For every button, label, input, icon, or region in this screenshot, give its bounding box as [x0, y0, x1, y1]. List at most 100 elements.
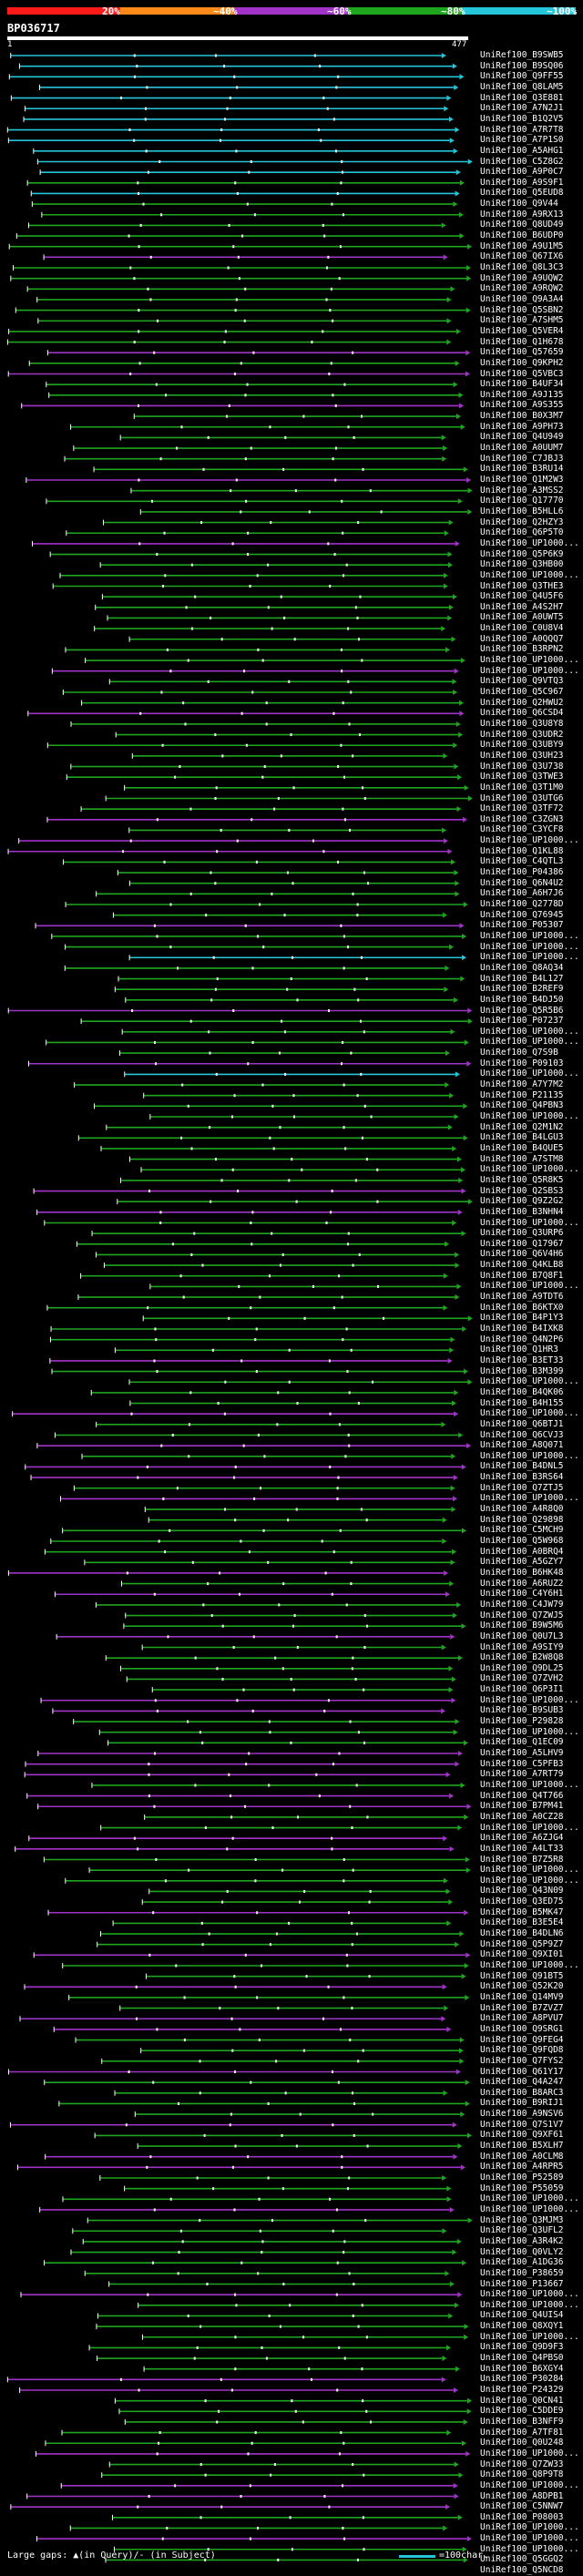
hit-label[interactable]: UniRef100_Q2778D: [480, 899, 564, 909]
hit-alignment-row[interactable]: [128, 1156, 462, 1162]
hit-alignment-row[interactable]: [105, 2557, 468, 2563]
hit-alignment-row[interactable]: [124, 1071, 460, 1078]
hit-alignment-row[interactable]: [112, 912, 447, 918]
hit-label[interactable]: UniRef100_UP1000...: [480, 1822, 579, 1833]
hit-label[interactable]: UniRef100_Q9FEG4: [480, 2034, 564, 2045]
hit-label[interactable]: UniRef100_A4S2H7: [480, 601, 564, 612]
hit-label[interactable]: UniRef100_Q9A3A4: [480, 293, 564, 304]
hit-label[interactable]: UniRef100_A7P1S0: [480, 135, 564, 146]
hit-label[interactable]: UniRef100_Q9V44: [480, 199, 558, 210]
hit-alignment-row[interactable]: [65, 1877, 448, 1884]
hit-alignment-row[interactable]: [43, 1856, 470, 1863]
hit-alignment-row[interactable]: [145, 1973, 466, 1979]
hit-label[interactable]: UniRef100_C3YCF8: [480, 824, 564, 835]
hit-label[interactable]: UniRef100_C5NNW7: [480, 2501, 564, 2512]
hit-label[interactable]: UniRef100_B3NFF9: [480, 2416, 564, 2427]
hit-label[interactable]: UniRef100_Q8UD49: [480, 220, 564, 230]
hit-label[interactable]: UniRef100_C0U8V4: [480, 623, 564, 634]
hit-label[interactable]: UniRef100_B6HK48: [480, 1567, 564, 1578]
hit-alignment-row[interactable]: [21, 403, 465, 409]
hit-label[interactable]: UniRef100_UP1000...: [480, 1164, 579, 1175]
hit-alignment-row[interactable]: [108, 2461, 459, 2468]
hit-label[interactable]: UniRef100_UP1000...: [480, 1875, 579, 1886]
hit-label[interactable]: UniRef100_A7RT79: [480, 1769, 564, 1780]
hit-label[interactable]: UniRef100_Q7S9B: [480, 1048, 558, 1058]
hit-alignment-row[interactable]: [123, 1623, 466, 1630]
hit-alignment-row[interactable]: [8, 74, 465, 80]
hit-label[interactable]: UniRef100_UP1000...: [480, 2533, 579, 2544]
hit-label[interactable]: UniRef100_A8Q071: [480, 1440, 564, 1451]
hit-label[interactable]: UniRef100_Q5GGQ2: [480, 2554, 564, 2565]
hit-alignment-row[interactable]: [69, 2525, 448, 2531]
hit-alignment-row[interactable]: [37, 1751, 463, 1756]
hit-label[interactable]: UniRef100_Q9FQD8: [480, 2045, 564, 2056]
hit-label[interactable]: UniRef100_Q3TWE3: [480, 772, 564, 782]
hit-alignment-row[interactable]: [126, 1676, 456, 1682]
hit-label[interactable]: UniRef100_A3R4K2: [480, 2235, 564, 2246]
hit-label[interactable]: UniRef100_B5XLH7: [480, 2141, 564, 2152]
hit-alignment-row[interactable]: [75, 2037, 465, 2043]
hit-label[interactable]: UniRef100_B4DLN6: [480, 1928, 564, 1939]
hit-alignment-row[interactable]: [65, 944, 455, 950]
hit-alignment-row[interactable]: [36, 2536, 472, 2542]
hit-label[interactable]: UniRef100_A0QQQ7: [480, 633, 564, 644]
hit-label[interactable]: UniRef100_B4L127: [480, 973, 564, 984]
hit-label[interactable]: UniRef100_UP1000...: [480, 1026, 579, 1037]
hit-label[interactable]: UniRef100_B9W5M6: [480, 1620, 564, 1631]
hit-alignment-row[interactable]: [26, 1793, 455, 1799]
hit-alignment-row[interactable]: [85, 658, 465, 664]
hit-label[interactable]: UniRef100_B9SUB3: [480, 1705, 564, 1716]
hit-label[interactable]: UniRef100_P13667: [480, 2278, 564, 2289]
hit-label[interactable]: UniRef100_Q3UH23: [480, 750, 564, 761]
hit-alignment-row[interactable]: [140, 2048, 464, 2054]
hit-label[interactable]: UniRef100_A0CLM8: [480, 2151, 564, 2162]
hit-alignment-row[interactable]: [25, 106, 449, 112]
hit-label[interactable]: UniRef100_Q5SBN2: [480, 304, 564, 315]
hit-label[interactable]: UniRef100_B1Q2V5: [480, 113, 564, 124]
hit-alignment-row[interactable]: [82, 2238, 462, 2244]
hit-label[interactable]: UniRef100_UP1000...: [480, 569, 579, 580]
hit-label[interactable]: UniRef100_UP1000...: [480, 1068, 579, 1079]
hit-alignment-row[interactable]: [73, 445, 448, 452]
hit-label[interactable]: UniRef100_Q3THE3: [480, 580, 564, 591]
hit-label[interactable]: UniRef100_UP1000...: [480, 930, 579, 941]
hit-alignment-row[interactable]: [72, 2228, 447, 2234]
hit-alignment-row[interactable]: [49, 1357, 453, 1364]
hit-alignment-row[interactable]: [8, 2069, 461, 2075]
hit-alignment-row[interactable]: [35, 2450, 471, 2457]
hit-alignment-row[interactable]: [33, 1952, 471, 1958]
hit-label[interactable]: UniRef100_B5MK47: [480, 1906, 564, 1917]
hit-label[interactable]: UniRef100_B3E5E4: [480, 1917, 564, 1928]
hit-label[interactable]: UniRef100_UP1000...: [480, 1281, 579, 1292]
hit-alignment-row[interactable]: [117, 1199, 473, 1205]
hit-label[interactable]: UniRef100_Q9FF55: [480, 71, 564, 82]
hit-label[interactable]: UniRef100_Q3TF72: [480, 803, 564, 814]
hit-alignment-row[interactable]: [53, 2026, 452, 2032]
hit-label[interactable]: UniRef100_B4DJ50: [480, 994, 564, 1005]
hit-alignment-row[interactable]: [43, 254, 448, 261]
hit-label[interactable]: UniRef100_A1DG36: [480, 2257, 564, 2268]
hit-alignment-row[interactable]: [30, 1475, 458, 1481]
hit-alignment-row[interactable]: [99, 562, 454, 568]
hit-alignment-row[interactable]: [64, 455, 447, 462]
hit-alignment-row[interactable]: [10, 53, 446, 58]
hit-label[interactable]: UniRef100_UP1000...: [480, 1493, 579, 1504]
hit-label[interactable]: UniRef100_P05307: [480, 920, 564, 931]
hit-alignment-row[interactable]: [70, 721, 461, 727]
hit-alignment-row[interactable]: [60, 2482, 458, 2489]
hit-alignment-row[interactable]: [52, 583, 448, 589]
hit-label[interactable]: UniRef100_Q3URP6: [480, 1228, 564, 1239]
hit-label[interactable]: UniRef100_Q29898: [480, 1514, 564, 1525]
hit-label[interactable]: UniRef100_Q4KLB8: [480, 1260, 564, 1271]
hit-label[interactable]: UniRef100_UP1000...: [480, 1726, 579, 1737]
hit-label[interactable]: UniRef100_Q4A247: [480, 2077, 564, 2088]
hit-label[interactable]: UniRef100_B4P1Y3: [480, 1313, 564, 1324]
hit-alignment-row[interactable]: [144, 1507, 456, 1513]
hit-label[interactable]: UniRef100_UP1000...: [480, 1111, 579, 1121]
hit-label[interactable]: UniRef100_Q9SRG1: [480, 2023, 564, 2034]
hit-alignment-row[interactable]: [51, 1368, 468, 1375]
hit-alignment-row[interactable]: [46, 1039, 469, 1046]
hit-alignment-row[interactable]: [96, 2324, 469, 2330]
hit-alignment-row[interactable]: [119, 2005, 449, 2011]
hit-label[interactable]: UniRef100_UP1000...: [480, 2522, 579, 2533]
